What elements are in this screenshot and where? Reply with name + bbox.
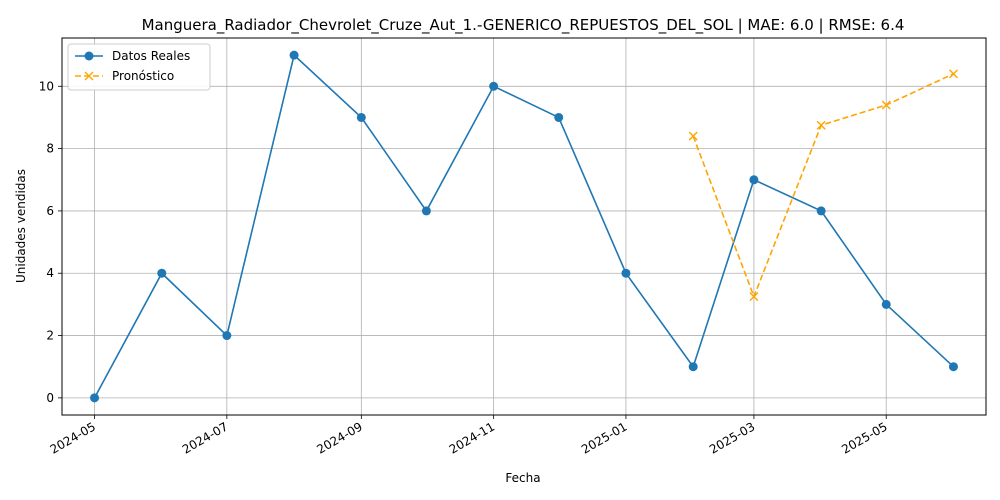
ticks: 2024-05 2024-07 2024-09 2024-11 2025-01 2025-…	[39, 79, 890, 456]
x-tick-label: 2024-05	[48, 419, 98, 456]
x-tick-label: 2024-11	[447, 419, 497, 456]
y-axis-label: Unidades vendidas	[14, 169, 28, 283]
legend-marker-pronostico	[84, 71, 94, 81]
data-point-pronostico	[881, 100, 891, 110]
data-point-datos-reales	[356, 112, 366, 122]
data-point-pronostico	[749, 292, 759, 302]
data-point-datos-reales	[816, 206, 826, 216]
x-tick-label: 2024-09	[314, 419, 364, 456]
marker-stroke	[881, 100, 891, 110]
data-point-datos-reales	[621, 268, 631, 278]
legend-label-pronostico: Pronóstico	[112, 69, 174, 83]
data-point-datos-reales	[90, 393, 100, 403]
y-tick-label: 6	[46, 204, 54, 218]
x-tick-label: 2025-05	[839, 419, 889, 456]
marker-stroke	[688, 131, 698, 141]
data-point-datos-reales	[289, 50, 299, 60]
x-tick-label: 2025-01	[579, 419, 629, 456]
data-point-datos-reales	[881, 299, 891, 309]
x-tick-label: 2025-03	[707, 419, 757, 456]
legend: Datos Reales Pronóstico	[67, 43, 211, 91]
data-point-datos-reales	[157, 268, 167, 278]
x-tick-label: 2024-07	[180, 419, 230, 456]
marker-stroke	[816, 120, 826, 130]
chart-title: Manguera_Radiador_Chevrolet_Cruze_Aut_1.…	[142, 16, 905, 35]
data-point-datos-reales	[421, 206, 431, 216]
data-point-pronostico	[816, 120, 826, 130]
legend-box	[67, 43, 211, 91]
y-tick-label: 10	[39, 79, 54, 93]
data-point-datos-reales	[948, 362, 958, 372]
marker-stroke	[948, 69, 958, 79]
y-tick-label: 2	[46, 329, 54, 343]
series-line-datos-reales	[93, 53, 955, 399]
legend-marker-datos-reales	[84, 51, 94, 61]
y-tick-label: 4	[46, 266, 54, 280]
legend-label-datos-reales: Datos Reales	[112, 49, 190, 63]
data-point-pronostico	[688, 131, 698, 141]
data-point-datos-reales	[222, 331, 232, 341]
series-line-pronostico	[692, 73, 954, 299]
x-axis-label: Fecha	[505, 471, 540, 485]
y-tick-label: 8	[46, 142, 54, 156]
data-point-datos-reales	[489, 81, 499, 91]
marker-stroke	[749, 292, 759, 302]
data-point-pronostico	[948, 69, 958, 79]
plot-frame	[61, 37, 987, 416]
grid	[62, 38, 986, 415]
data-point-datos-reales	[749, 175, 759, 185]
series-layer	[90, 50, 958, 403]
y-tick-label: 0	[46, 391, 54, 405]
data-point-datos-reales	[554, 112, 564, 122]
data-point-datos-reales	[688, 362, 698, 372]
marker-stroke	[84, 71, 94, 81]
